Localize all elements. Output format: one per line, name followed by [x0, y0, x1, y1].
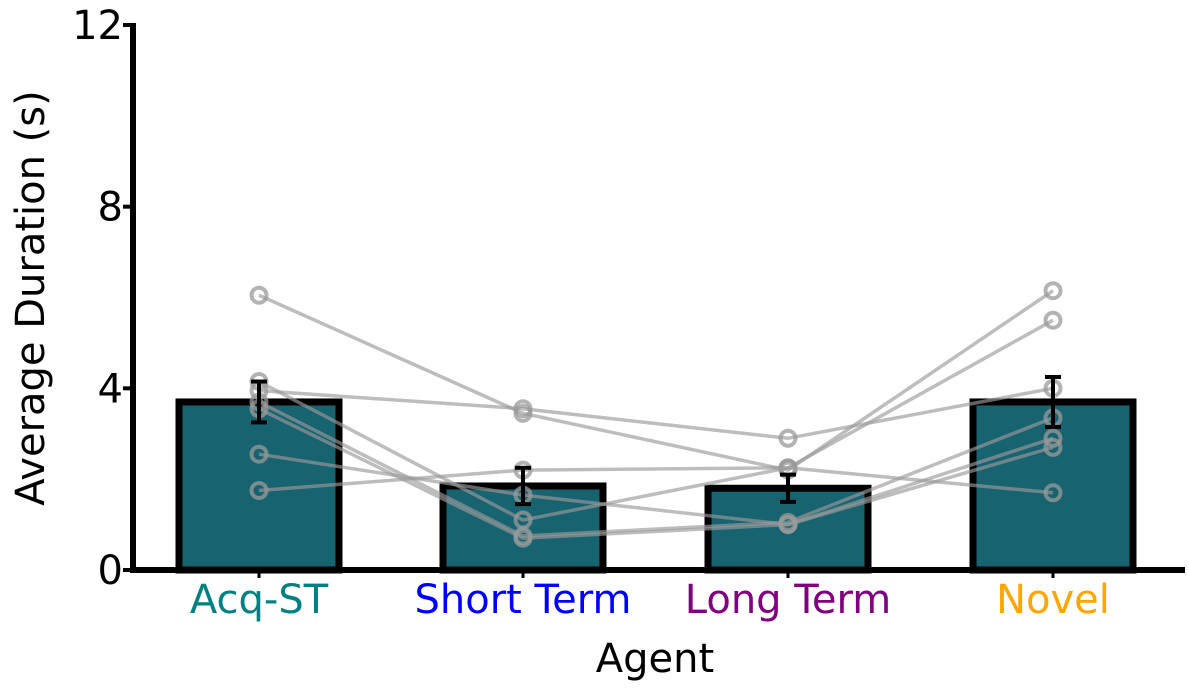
subject-line-2 — [258, 386, 1054, 441]
x-tick-labels: Acq-ST Short Term Long Term Novel — [190, 577, 1110, 623]
y-tick-labels: 0 4 8 12 — [72, 3, 123, 594]
y-tick-label: 0 — [98, 548, 123, 594]
error-bars-layer — [251, 374, 1061, 507]
error-bar-2 — [780, 472, 796, 504]
subject-line-6 — [258, 466, 1054, 495]
x-tick-label: Acq-ST — [190, 577, 329, 623]
subject-line-0 — [258, 289, 1054, 472]
x-tick-label: Novel — [996, 577, 1110, 623]
subject-point — [1043, 437, 1063, 457]
subject-line-1 — [258, 318, 1054, 522]
y-tick-label: 8 — [98, 185, 123, 231]
y-tick-label: 4 — [98, 366, 123, 412]
y-tick-label: 12 — [72, 3, 123, 49]
x-tick-label: Short Term — [414, 577, 631, 623]
x-tick-label: Long Term — [685, 577, 891, 623]
subject-point — [249, 481, 269, 501]
subject-point — [513, 528, 533, 548]
axes-layer — [123, 23, 1185, 578]
subject-lines-layer — [249, 281, 1063, 548]
subject-point — [778, 515, 798, 535]
subject-line-3 — [258, 400, 1054, 538]
subject-point — [513, 399, 533, 419]
subject-point — [1043, 281, 1063, 301]
error-bar-3 — [1045, 374, 1061, 429]
error-bar-0 — [251, 379, 267, 425]
subject-point — [249, 285, 269, 305]
subject-point — [1043, 310, 1063, 330]
subject-point — [778, 428, 798, 448]
y-axis-label: Average Duration (s) — [8, 90, 54, 505]
subject-point — [249, 444, 269, 464]
subject-line-5 — [258, 445, 1054, 527]
x-axis-label: Agent — [596, 636, 714, 682]
error-bar-1 — [515, 465, 531, 507]
subject-point — [1043, 483, 1063, 503]
subject-point — [1043, 428, 1063, 448]
